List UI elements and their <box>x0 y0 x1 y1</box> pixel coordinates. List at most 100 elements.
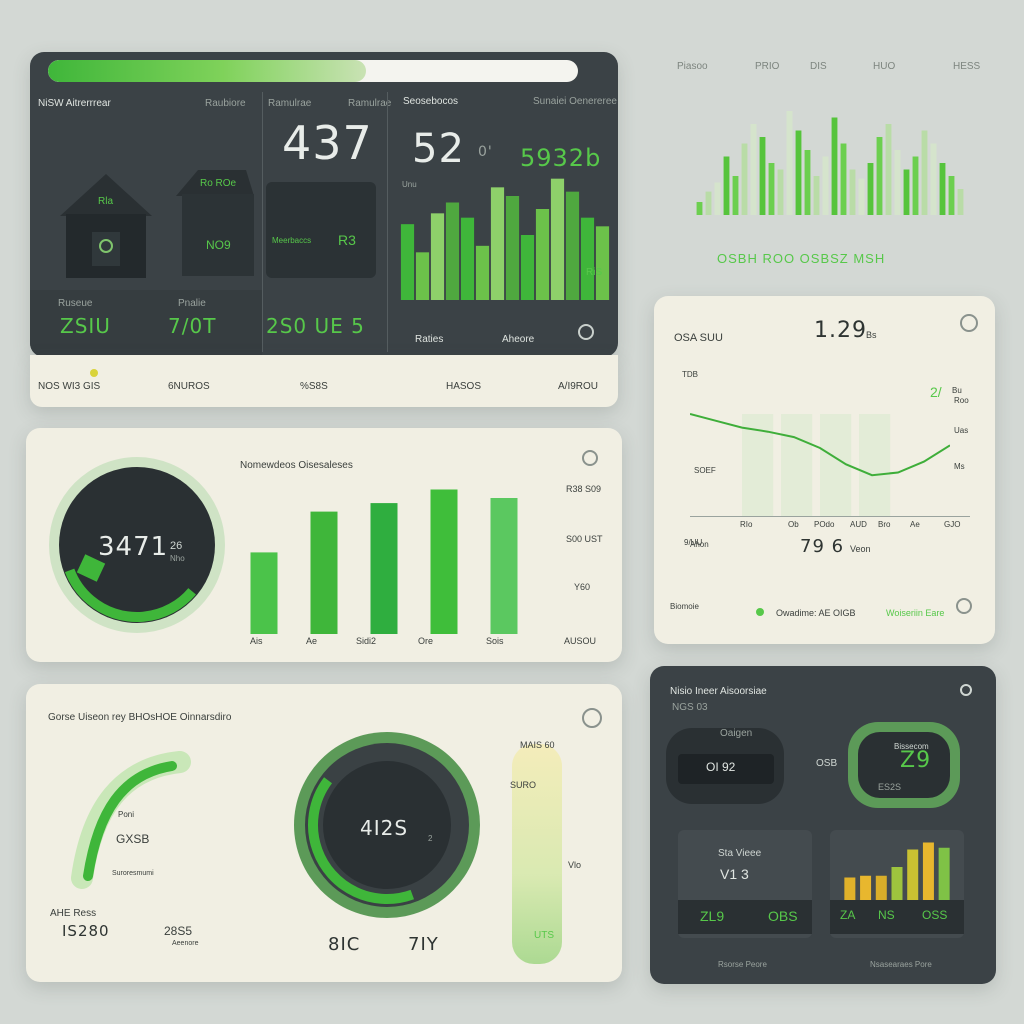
bottom-value: 79 6 <box>800 536 845 557</box>
bar <box>595 226 610 300</box>
column-bottom: UTS <box>534 930 554 941</box>
tile-label: Meerbaccs <box>272 236 312 245</box>
device-tile: Meerbaccs R3 <box>266 182 376 278</box>
right-value: Z9 <box>900 748 932 773</box>
device-panel: Nisio Ineer Aisoorsiae NGS 03 Oaigen OI … <box>650 666 996 984</box>
house-icon <box>176 170 254 276</box>
side-value: S00 UST <box>566 534 603 544</box>
chart-footer: OSBH ROO OSBSZ MSH <box>717 251 886 266</box>
ring-sub: 2 <box>428 834 433 843</box>
bar <box>550 178 565 300</box>
tile-value: V1 3 <box>720 866 749 882</box>
right-value: 2/ <box>930 384 942 400</box>
bottom-left-label: AHE Ress <box>50 908 97 919</box>
big-value-2: 52 <box>412 126 465 172</box>
bar <box>580 217 595 300</box>
bg-column <box>781 414 813 516</box>
x-label: RIo <box>740 520 753 529</box>
line-chart-panel: OSA SUU 1.29 Bs TDB SOEF 9/UU 2/ Bu Roo … <box>654 296 995 644</box>
bar <box>445 202 460 300</box>
glow-column <box>512 744 562 964</box>
stats-row: Ruseue ZSIU Pnalie 7/0T <box>30 290 262 357</box>
arc-gauge <box>71 751 191 889</box>
category-label: Sidi2 <box>356 636 377 646</box>
gear-icon[interactable] <box>960 314 978 332</box>
bar <box>867 163 874 215</box>
strip-item: NOS WI3 GIS <box>38 381 101 392</box>
bar <box>430 489 458 634</box>
bar <box>948 176 955 215</box>
col4-label: Seosebocos <box>403 96 459 107</box>
category-label: Ais <box>250 636 263 646</box>
bar <box>831 117 838 215</box>
bar <box>912 156 919 215</box>
bar <box>844 877 856 902</box>
x-label: Bro <box>878 520 891 529</box>
category-label: Ore <box>418 636 434 646</box>
tile-stat: OBS <box>768 908 798 924</box>
ring-caption: 8IC <box>328 934 361 955</box>
bar <box>957 189 964 215</box>
device-screen <box>858 732 950 798</box>
arc-label: Poni <box>118 810 135 819</box>
bottom-left-label: Ahon <box>690 540 709 549</box>
stat-1-value: ZSIU <box>60 314 111 338</box>
bar <box>460 217 475 300</box>
y-label: TDB <box>682 370 698 379</box>
right-sub: ES2S <box>878 782 902 792</box>
tile-stat: OSS <box>922 908 948 922</box>
summary-strip: NOS WI3 GIS 6NUROS %S8S HASOS A/I9ROU <box>30 355 618 407</box>
menu-icon[interactable] <box>960 684 972 696</box>
bar <box>696 202 703 215</box>
bar <box>400 224 415 300</box>
right-label: Bissecom <box>894 742 929 751</box>
bar <box>250 552 278 634</box>
bottom-left-value: IS280 <box>62 922 110 940</box>
header-item: Piasoo <box>677 61 708 72</box>
category-bar-chart <box>250 489 518 634</box>
bottom-unit: Veon <box>850 544 871 554</box>
bar <box>370 503 398 634</box>
bar <box>922 842 934 902</box>
left-device <box>666 728 784 804</box>
column-mid: Vlo <box>568 860 582 870</box>
bg-column <box>859 414 891 516</box>
bottom-mid-sub: Aeenore <box>172 940 199 947</box>
settings-icon[interactable] <box>578 324 594 340</box>
house-1-label: Rla <box>98 196 114 207</box>
big-value-1: 437 <box>282 116 373 170</box>
x-axis <box>690 516 970 517</box>
x-label: AUD <box>850 520 867 529</box>
overview-panel: NiSW Aitrerrrear Raubiore Ramulrae Ramul… <box>30 52 618 357</box>
strip-item: HASOS <box>446 381 482 392</box>
bar <box>490 187 505 300</box>
category-label: AUSOU <box>564 636 597 646</box>
bar <box>885 124 892 215</box>
house-1: Rla <box>58 170 154 280</box>
bottom-mid-value: 28S5 <box>164 924 193 938</box>
bar <box>930 143 937 215</box>
refresh-icon[interactable] <box>582 450 598 466</box>
chart-side-label: RiS <box>586 267 603 278</box>
left-label: Oaigen <box>720 728 753 739</box>
leaf-icon[interactable] <box>582 708 602 728</box>
bar <box>565 191 580 300</box>
level-bar-chart <box>844 842 950 902</box>
bar <box>768 163 775 215</box>
bar <box>875 875 887 902</box>
bar <box>732 176 739 215</box>
col3-label: Ramulrae <box>268 98 312 109</box>
bar <box>520 235 535 300</box>
bar <box>813 176 820 215</box>
bar <box>505 196 520 300</box>
ring-gauge <box>294 732 480 918</box>
bar <box>741 143 748 215</box>
bar <box>490 498 518 634</box>
gauge-value: 3471 <box>98 532 169 562</box>
bar <box>759 137 766 215</box>
gear-icon[interactable] <box>956 598 972 614</box>
footer-left: Biomoie <box>670 602 699 611</box>
headline-unit: Bs <box>866 330 877 340</box>
side-value: R38 S09 <box>566 484 602 494</box>
bar <box>723 156 730 215</box>
